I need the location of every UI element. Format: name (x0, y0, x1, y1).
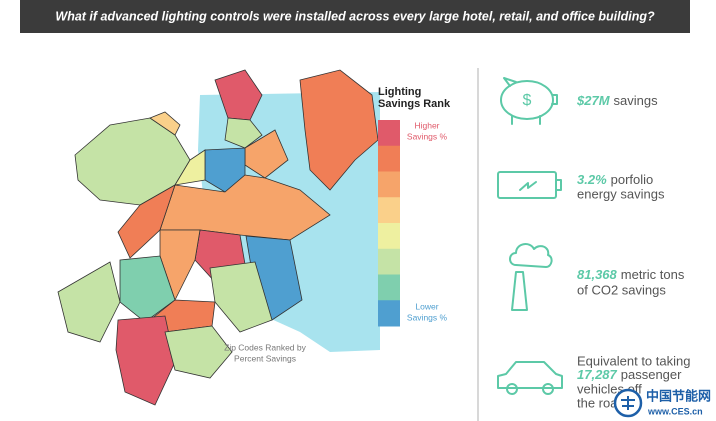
legend-swatch (378, 300, 400, 327)
zip-area (224, 117, 263, 149)
legend-swatch (378, 197, 400, 224)
stat-highlight: 81,368 (577, 267, 618, 282)
zip-area (117, 184, 176, 259)
legend-swatch (378, 171, 400, 198)
legend-high: Higher (414, 120, 439, 130)
battery-icon (497, 171, 562, 199)
stat-text: energy savings (577, 186, 665, 201)
zip-area (159, 229, 201, 302)
stat-text: the road (577, 395, 625, 410)
legend-swatch (378, 223, 400, 250)
legend-bar (378, 120, 400, 327)
header-title: What if advanced lighting controls were … (55, 9, 655, 23)
zip-area (149, 111, 181, 136)
map-caption: Zip Codes Ranked by (224, 342, 306, 352)
zip-area (57, 261, 121, 343)
stat: 3.2% porfolio (577, 172, 653, 187)
stat: 81,368 metric tons (577, 267, 685, 282)
stat: 17,287 passenger (577, 367, 682, 382)
stat-highlight: 17,287 (577, 367, 618, 382)
legend-swatch (378, 145, 400, 172)
zip-area (164, 325, 233, 379)
legend-low: Savings % (407, 312, 448, 322)
legend-title: Savings Rank (378, 98, 451, 110)
stat-highlight: 3.2% (577, 172, 607, 187)
stat-text: Equivalent to taking (577, 353, 690, 368)
stat-text: metric tons (621, 267, 685, 282)
stat-text: savings (614, 93, 659, 108)
zip-area (209, 261, 273, 333)
map-caption: Percent Savings (234, 353, 296, 363)
watermark-url: www.CES.cn (647, 406, 703, 416)
car-icon (497, 361, 563, 395)
legend-high: Savings % (407, 131, 448, 141)
stat-text: porfolio (611, 172, 654, 187)
legend-swatch (378, 274, 400, 301)
stat: $27M savings (576, 93, 658, 108)
header-bar (20, 0, 690, 33)
zip-area (214, 69, 263, 121)
legend-low: Lower (415, 301, 438, 311)
watermark-name: 中国节能网 (646, 388, 711, 403)
zip-area (119, 255, 176, 323)
stat-highlight: $27M (576, 93, 611, 108)
piggy-icon: $ (500, 77, 558, 125)
zip-area (174, 149, 206, 186)
watermark: 中国节能网 www.CES.cn (613, 388, 711, 418)
legend-swatch (378, 120, 400, 147)
stat-text: of CO2 savings (577, 282, 666, 297)
zip-area (299, 69, 379, 191)
svg-text:$: $ (523, 92, 532, 109)
map (57, 69, 380, 406)
legend-swatch (378, 248, 400, 275)
stat-text: passenger (621, 367, 682, 382)
factory-icon (509, 243, 553, 311)
zip-area (115, 315, 176, 406)
legend-title: Lighting (378, 86, 421, 98)
